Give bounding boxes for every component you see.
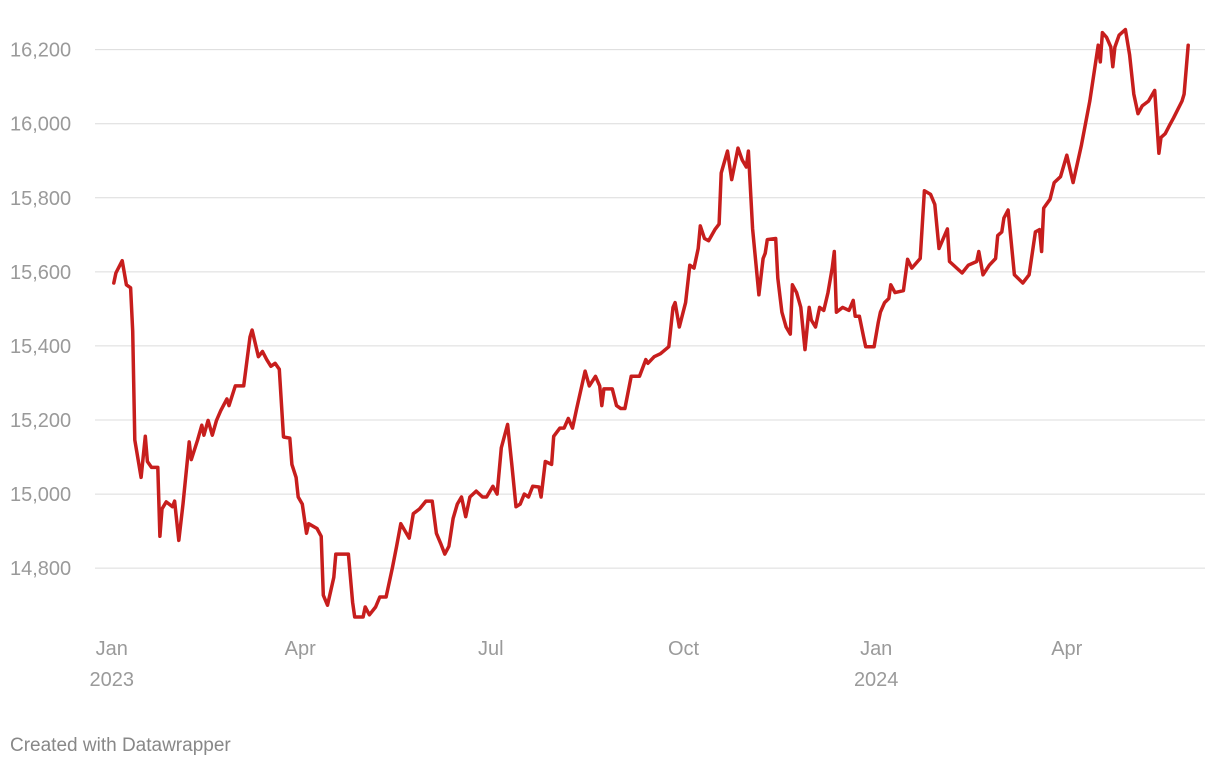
x-tick-label: Jan — [96, 638, 128, 660]
y-tick-label: 15,800 — [10, 188, 71, 210]
x-tick-year: 2023 — [90, 669, 135, 691]
line — [112, 27, 1190, 619]
y-tick-label: 16,000 — [10, 114, 71, 136]
y-tick-label: 15,400 — [10, 336, 71, 358]
x-tick-label: Apr — [1051, 638, 1082, 660]
y-tick-label: 14,800 — [10, 558, 71, 580]
x-tick-label: Apr — [285, 638, 316, 660]
y-tick-label: 15,200 — [10, 410, 71, 432]
y-tick-label: 16,200 — [10, 40, 71, 62]
y-tick-label: 15,000 — [10, 484, 71, 506]
x-tick-year: 2024 — [854, 669, 899, 691]
x-tick-label: Oct — [668, 638, 700, 660]
x-tick-label: Jul — [478, 638, 504, 660]
credit: Created with Datawrapper — [10, 735, 231, 756]
x-tick-label: Jan — [860, 638, 892, 660]
y-tick-label: 15,600 — [10, 262, 71, 284]
